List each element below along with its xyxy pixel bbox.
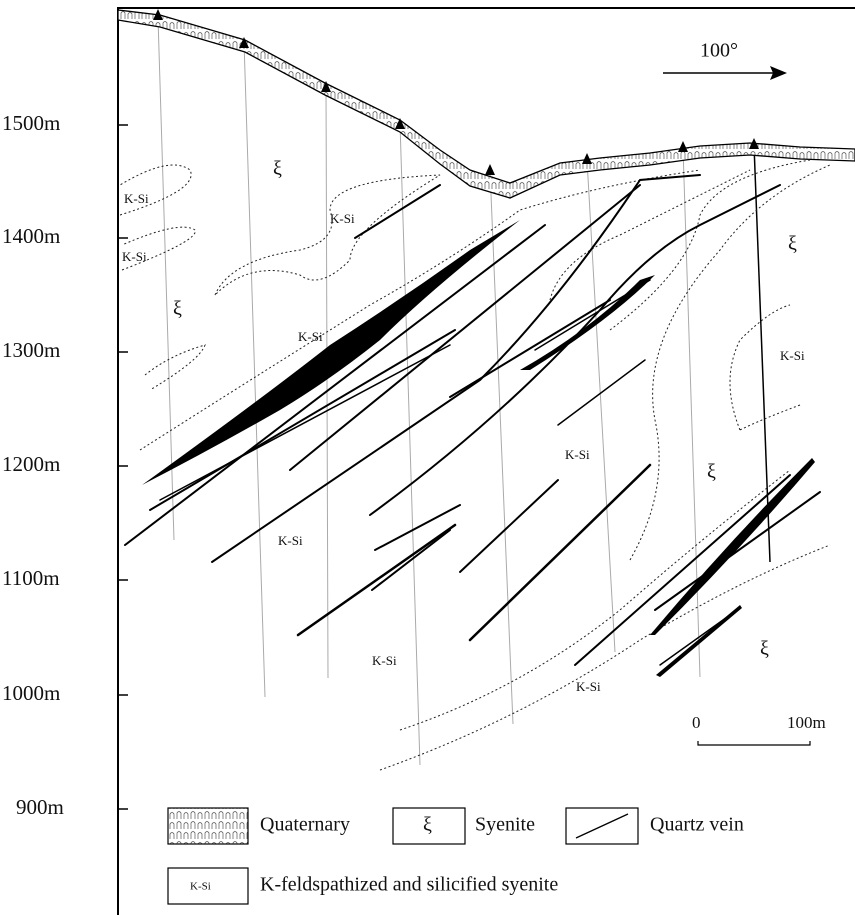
syenite-label: ξ	[707, 461, 716, 483]
scale-end: 100m	[787, 713, 826, 732]
ksi-label: K-Si	[330, 211, 355, 226]
ksi-label: K-Si	[298, 329, 323, 344]
syenite-label: ξ	[273, 158, 282, 180]
quartz-veins	[125, 175, 820, 677]
ksi-label: K-Si	[576, 679, 601, 694]
cross-section: 1500m 1400m 1300m 1200m 1100m 1000m 900m	[0, 0, 855, 915]
ksi-label: K-Si	[278, 533, 303, 548]
syenite-label: ξ	[788, 233, 797, 255]
ksi-label: K-Si	[372, 653, 397, 668]
ksi-label: K-Si	[780, 348, 805, 363]
legend-quartz-vein: Quartz vein	[650, 814, 744, 836]
direction-label: 100°	[700, 40, 738, 62]
legend-syenite-symbol: ξ	[423, 814, 432, 836]
elevation-label: 900m	[16, 795, 64, 819]
legend-ksi: K-feldspathized and silicified syenite	[260, 874, 558, 896]
elevation-label: 1300m	[2, 338, 60, 362]
direction-arrow	[663, 66, 787, 80]
elevation-label: 1500m	[2, 111, 60, 135]
ksi-label: K-Si	[565, 447, 590, 462]
syenite-label: ξ	[173, 298, 182, 320]
elevation-labels: 1500m 1400m 1300m 1200m 1100m 1000m 900m	[2, 111, 64, 819]
elevation-label: 1400m	[2, 224, 60, 248]
elevation-label: 1100m	[2, 566, 60, 590]
legend-syenite: Syenite	[475, 814, 535, 836]
elevation-label: 1000m	[2, 681, 60, 705]
legend-quaternary: Quaternary	[260, 814, 350, 836]
elevation-ticks	[118, 125, 128, 809]
syenite-label: ξ	[760, 638, 769, 660]
ksi-label: K-Si	[124, 191, 149, 206]
quaternary-cover	[118, 10, 855, 198]
scale-start: 0	[692, 713, 701, 732]
elevation-label: 1200m	[2, 452, 60, 476]
ksi-label: K-Si	[122, 249, 147, 264]
legend-ksi-symbol: K-Si	[190, 881, 211, 893]
scale-bar: 0 100m	[692, 713, 826, 745]
legend: Quaternary ξ Syenite Quartz vein K-Si K-…	[168, 808, 744, 904]
